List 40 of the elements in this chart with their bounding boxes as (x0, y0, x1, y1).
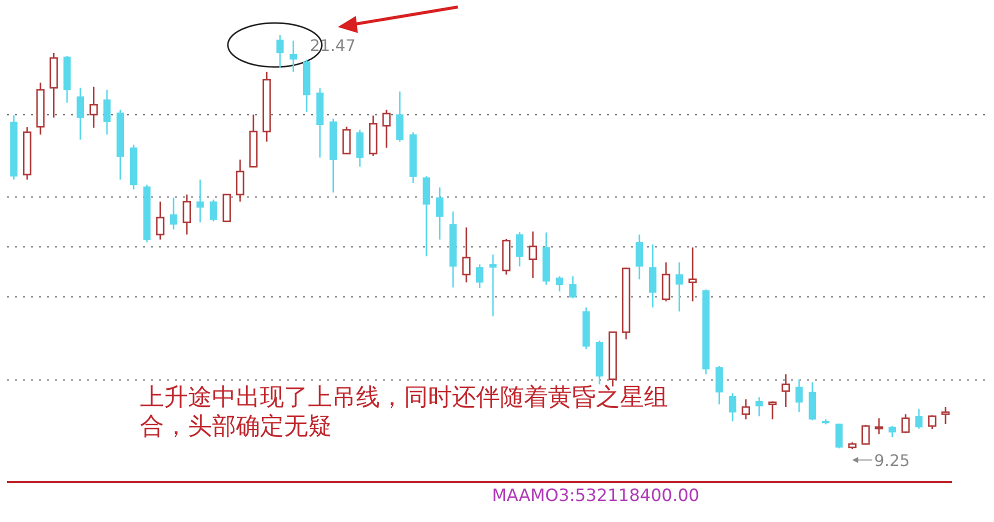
candlestick (436, 186, 444, 240)
candlestick (901, 413, 910, 434)
candlestick (210, 198, 218, 222)
candlestick (156, 200, 164, 240)
candlestick (941, 406, 950, 425)
candlestick (556, 275, 564, 292)
candlestick (768, 400, 777, 420)
candlestick (782, 373, 790, 408)
candlestick (676, 262, 683, 312)
candlestick (489, 254, 497, 317)
candlestick (382, 109, 391, 149)
candlestick (76, 87, 84, 140)
candlestick (516, 231, 524, 268)
candlestick (862, 424, 870, 446)
candlestick (888, 425, 896, 438)
candlestick (196, 178, 204, 224)
candlestick (756, 396, 763, 417)
candlestick (276, 34, 284, 69)
text: MAAMO3:532118400.00 (492, 486, 700, 506)
candlestick (476, 264, 484, 289)
candlestick (90, 86, 98, 129)
candlestick (569, 275, 577, 300)
candlestick (928, 414, 936, 430)
candlestick (742, 398, 750, 420)
candlestick (103, 89, 111, 136)
candlestick (170, 196, 178, 230)
candlestick (688, 246, 697, 302)
candlestick (795, 378, 803, 413)
candlestick (342, 126, 351, 154)
candlestick (290, 40, 297, 73)
candlestick (835, 422, 843, 450)
candlestick (462, 226, 471, 284)
candlestick (874, 417, 884, 435)
candlestick (182, 194, 192, 236)
candlestick (528, 230, 538, 279)
candlestick (236, 158, 244, 202)
candlestick (915, 408, 923, 430)
candlestick (728, 392, 736, 422)
text: 9.25 (874, 451, 910, 470)
annotation: 上升途中出现了上吊线，同时还伴随着黄昏之星组合，头部确定无疑 (140, 383, 669, 441)
